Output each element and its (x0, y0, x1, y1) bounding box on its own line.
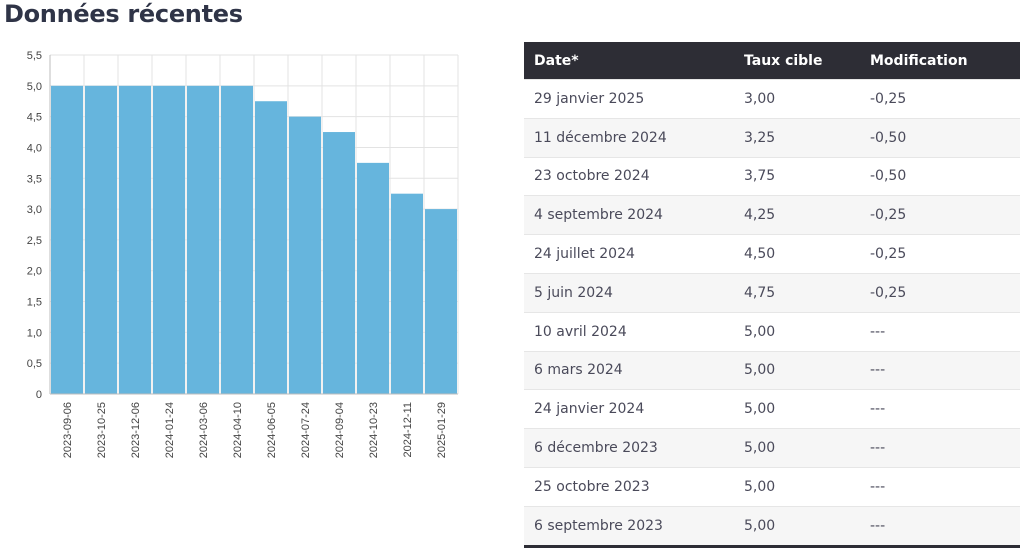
x-tick-label: 2023-09-06 (62, 402, 74, 458)
table-row: 4 septembre 2024 4,25 -0,25 (524, 195, 1020, 235)
cell-date: 6 mars 2024 (524, 350, 734, 390)
cell-change: -0,25 (860, 79, 1020, 119)
table-row: 25 octobre 2023 5,00 --- (524, 466, 1020, 507)
cell-rate: 3,00 (734, 79, 860, 119)
y-tick-label: 5,0 (27, 81, 42, 93)
x-tick-label: 2024-01-24 (164, 402, 176, 458)
x-tick-label: 2024-10-23 (368, 402, 380, 458)
table-row: 6 septembre 2023 5,00 --- (524, 505, 1020, 548)
bar (391, 193, 423, 394)
y-tick-label: 0,5 (27, 358, 42, 370)
cell-date: 25 octobre 2023 (524, 466, 734, 507)
cell-change: --- (860, 505, 1020, 548)
cell-rate: 5,00 (734, 466, 860, 507)
cell-rate: 3,25 (734, 117, 860, 158)
header-rate[interactable]: Taux cible (744, 52, 823, 69)
cell-date: 24 janvier 2024 (524, 389, 734, 429)
bar (289, 116, 321, 395)
cell-date: 11 décembre 2024 (524, 117, 734, 158)
cell-date: 23 octobre 2024 (524, 156, 734, 196)
cell-date: 5 juin 2024 (524, 272, 734, 313)
bar (153, 85, 185, 394)
cell-rate: 4,50 (734, 234, 860, 274)
cell-change: --- (860, 311, 1020, 352)
bar (85, 85, 117, 394)
cell-date: 10 avril 2024 (524, 311, 734, 352)
cell-rate: 5,00 (734, 389, 860, 429)
chart-svg: 0 0,5 1,0 1,5 2,0 2,5 3,0 3,5 4,0 4,5 5,0 5,5 2023-0… (27, 50, 459, 458)
cell-change: --- (860, 389, 1020, 429)
cell-rate: 5,00 (734, 428, 860, 468)
y-tick-label: 1,5 (27, 297, 42, 309)
bar (425, 209, 457, 394)
rate-table: Date* Taux cible Modification 29 janvier… (524, 42, 1020, 548)
table-row: 23 octobre 2024 3,75 -0,50 (524, 156, 1020, 196)
cell-date: 6 septembre 2023 (524, 505, 734, 548)
table-row: 6 décembre 2023 5,00 --- (524, 428, 1020, 468)
bar (187, 85, 219, 394)
cell-rate: 5,00 (734, 505, 860, 548)
cell-rate: 3,75 (734, 156, 860, 196)
cell-date: 24 juillet 2024 (524, 234, 734, 274)
cell-change: -0,25 (860, 272, 1020, 313)
bar-chart: 0 0,5 1,0 1,5 2,0 2,5 3,0 3,5 4,0 4,5 5,0 5,5 2023-0… (0, 40, 470, 500)
table-body: 29 janvier 2025 3,00 -0,25 11 décembre 2024… (524, 79, 1020, 548)
table-row: 24 janvier 2024 5,00 --- (524, 389, 1020, 429)
cell-date: 4 septembre 2024 (524, 195, 734, 235)
x-tick-label: 2024-06-05 (266, 402, 278, 458)
table-row: 5 juin 2024 4,75 -0,25 (524, 272, 1020, 313)
bar (221, 85, 253, 394)
y-tick-label: 4,0 (27, 142, 42, 154)
x-tick-label: 2025-01-29 (436, 402, 448, 458)
y-tick-label: 3,0 (27, 204, 42, 216)
table-row: 11 décembre 2024 3,25 -0,50 (524, 117, 1020, 158)
y-tick-label: 4,5 (27, 112, 42, 124)
cell-rate: 4,25 (734, 195, 860, 235)
cell-change: -0,25 (860, 234, 1020, 274)
table-header-row: Date* Taux cible Modification (524, 42, 1020, 80)
x-tick-label: 2023-12-06 (130, 402, 142, 458)
table-row: 10 avril 2024 5,00 --- (524, 311, 1020, 352)
cell-date: 6 décembre 2023 (524, 428, 734, 468)
cell-change: --- (860, 350, 1020, 390)
cell-change: -0,50 (860, 156, 1020, 196)
table-row: 29 janvier 2025 3,00 -0,25 (524, 79, 1020, 119)
y-tick-label: 5,5 (27, 50, 42, 62)
cell-change: -0,50 (860, 117, 1020, 158)
bar (323, 132, 355, 394)
cell-change: --- (860, 428, 1020, 468)
cell-rate: 5,00 (734, 311, 860, 352)
header-date[interactable]: Date* (534, 52, 579, 69)
x-tick-label: 2024-03-06 (198, 402, 210, 458)
bar (119, 85, 151, 394)
cell-change: --- (860, 466, 1020, 507)
page-title: Données récentes (4, 0, 243, 28)
bar (357, 162, 389, 394)
table-row: 24 juillet 2024 4,50 -0,25 (524, 234, 1020, 274)
x-tick-label: 2024-12-11 (402, 402, 414, 457)
y-tick-label: 3,5 (27, 173, 42, 185)
bar (255, 101, 287, 395)
y-tick-label: 1,0 (27, 327, 42, 339)
x-tick-label: 2024-09-04 (334, 402, 346, 458)
cell-change: -0,25 (860, 195, 1020, 235)
header-change[interactable]: Modification (870, 52, 968, 69)
bar (51, 85, 83, 394)
x-tick-label: 2024-07-24 (300, 402, 312, 458)
cell-rate: 5,00 (734, 350, 860, 390)
x-tick-label: 2023-10-25 (96, 402, 108, 458)
table-row: 6 mars 2024 5,00 --- (524, 350, 1020, 390)
x-tick-label: 2024-04-10 (232, 402, 244, 458)
y-tick-label: 2,0 (27, 266, 42, 278)
cell-rate: 4,75 (734, 272, 860, 313)
y-tick-label: 0 (36, 389, 42, 401)
y-tick-label: 2,5 (27, 235, 42, 247)
cell-date: 29 janvier 2025 (524, 79, 734, 119)
